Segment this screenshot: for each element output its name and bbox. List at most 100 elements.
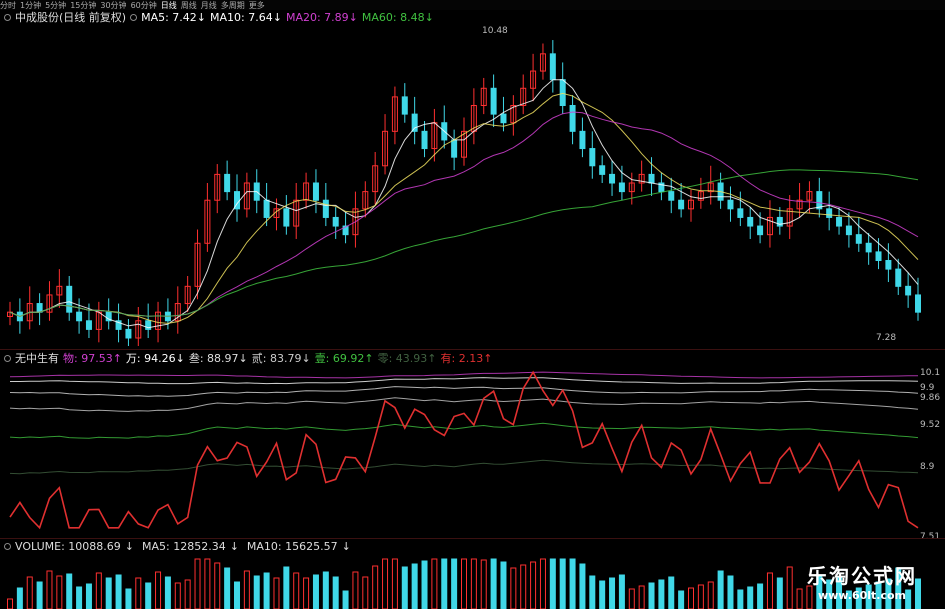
- volume-bar-14: [145, 582, 152, 609]
- tab-9[interactable]: 多周期: [220, 0, 245, 10]
- volume-bar-34: [342, 590, 349, 609]
- volume-bar-45: [451, 558, 458, 609]
- volume-bar-32: [322, 571, 329, 609]
- candle-body-21: [214, 173, 221, 201]
- candle-body-7: [76, 311, 83, 322]
- volume-bar-51: [510, 567, 517, 609]
- indicator-settings-icon[interactable]: [4, 354, 11, 362]
- candle-body-57: [569, 105, 576, 132]
- volume-bar-10: [105, 577, 112, 609]
- volume-bar-19: [194, 558, 201, 609]
- volume-bar-92: [915, 578, 921, 609]
- candle-body-56: [559, 79, 566, 107]
- candle-body-29: [293, 199, 300, 227]
- volume-bar-88: [875, 581, 882, 609]
- candle-body-69: [688, 199, 694, 210]
- indicator-axis-label-3: 9.52: [920, 420, 941, 430]
- brand-logo: 乐淘公式网 www.60lt.com: [787, 560, 937, 602]
- period-tabs: 分时 1分钟 5分钟 15分钟 30分钟 60分钟 日线 周线 月线 多周期 更多: [0, 0, 945, 10]
- candle-body-0: [7, 311, 13, 317]
- volume-bar-65: [648, 582, 655, 609]
- volume-bar-2: [26, 576, 33, 609]
- indicator-name: 无中生有: [15, 352, 59, 365]
- volume-chart[interactable]: [0, 553, 945, 609]
- indicator-band-4: [9, 422, 919, 439]
- volume-bar-87: [865, 584, 872, 609]
- candle-body-14: [145, 320, 152, 330]
- volume-bar-62: [618, 574, 625, 609]
- candle-body-73: [727, 199, 734, 210]
- volume-bar-52: [520, 564, 527, 609]
- candle-body-62: [618, 182, 625, 193]
- volume-bar-7: [76, 586, 83, 609]
- ma-settings-icon[interactable]: [130, 13, 138, 21]
- candle-body-12: [125, 328, 132, 339]
- tab-6[interactable]: 日线: [160, 0, 177, 10]
- volume-bar-60: [599, 580, 606, 609]
- candle-body-8: [85, 320, 92, 330]
- tab-1[interactable]: 1分钟: [20, 0, 42, 10]
- candle-body-88: [875, 251, 882, 261]
- brand-title: 乐淘公式网: [807, 564, 917, 588]
- volume-bar-59: [589, 575, 596, 609]
- candle-body-91: [905, 285, 912, 296]
- indicator-axis-label-1: 9.9: [920, 383, 935, 393]
- volume-bar-56: [559, 558, 566, 609]
- volume-ma5: MA5: 12852.34 ↓: [141, 539, 239, 553]
- volume-settings-icon[interactable]: [4, 542, 11, 550]
- volume-bar-57: [569, 558, 576, 609]
- tab-8[interactable]: 月线: [200, 0, 217, 10]
- volume-bar-36: [362, 576, 369, 609]
- tab-7[interactable]: 周线: [180, 0, 197, 10]
- ma60-line: [9, 169, 919, 318]
- ma10-line: [9, 92, 919, 324]
- candle-body-67: [668, 191, 675, 201]
- indicator-chart[interactable]: [0, 365, 945, 537]
- candle-body-28: [283, 208, 290, 227]
- volume-bar-23: [234, 581, 240, 609]
- candle-body-61: [609, 173, 616, 184]
- candle-body-26: [263, 199, 270, 218]
- candle-body-66: [658, 182, 665, 193]
- candle-body-39: [391, 96, 398, 132]
- volume-bar-55: [549, 558, 556, 609]
- candle-body-19: [194, 242, 201, 287]
- tab-10[interactable]: 更多: [248, 0, 265, 10]
- tab-0[interactable]: 分时: [0, 0, 16, 10]
- volume-bar-46: [461, 558, 467, 609]
- candle-body-48: [480, 87, 487, 106]
- candle-body-52: [520, 87, 527, 106]
- tab-3[interactable]: 15分钟: [70, 0, 97, 10]
- settings-icon[interactable]: [4, 13, 11, 21]
- tab-5[interactable]: 60分钟: [130, 0, 157, 10]
- volume-bar-90: [895, 567, 902, 609]
- candle-body-17: [174, 303, 181, 322]
- candle-body-37: [372, 165, 379, 193]
- tab-4[interactable]: 30分钟: [100, 0, 127, 10]
- candle-body-13: [135, 320, 142, 339]
- volume-bar-81: [806, 585, 813, 609]
- volume-bar-26: [263, 572, 270, 609]
- high-price-label: 10.48: [482, 26, 508, 36]
- candle-body-79: [786, 208, 793, 227]
- volume-bar-67: [668, 576, 675, 609]
- volume-bar-79: [786, 566, 793, 609]
- candle-body-82: [816, 191, 823, 210]
- volume-bar-82: [816, 574, 823, 609]
- candle-body-78: [776, 216, 783, 227]
- candle-body-63: [628, 182, 635, 193]
- volume-bar-16: [164, 576, 171, 609]
- candle-body-90: [895, 268, 902, 287]
- candle-body-42: [421, 130, 428, 150]
- indicator-legend: 无中生有 物: 97.53↑ 万: 94.26↓ 叁: 88.97↓ 贰: 83.79…: [0, 351, 945, 365]
- candle-body-84: [836, 216, 843, 227]
- volume-bar-9: [95, 572, 102, 609]
- price-chart[interactable]: [0, 24, 945, 346]
- volume-bar-39: [391, 558, 398, 609]
- candle-body-59: [589, 148, 596, 167]
- tab-2[interactable]: 5分钟: [45, 0, 67, 10]
- candle-body-36: [362, 191, 369, 210]
- candle-body-32: [322, 199, 329, 218]
- candle-body-58: [579, 130, 586, 150]
- volume-bar-58: [579, 563, 586, 609]
